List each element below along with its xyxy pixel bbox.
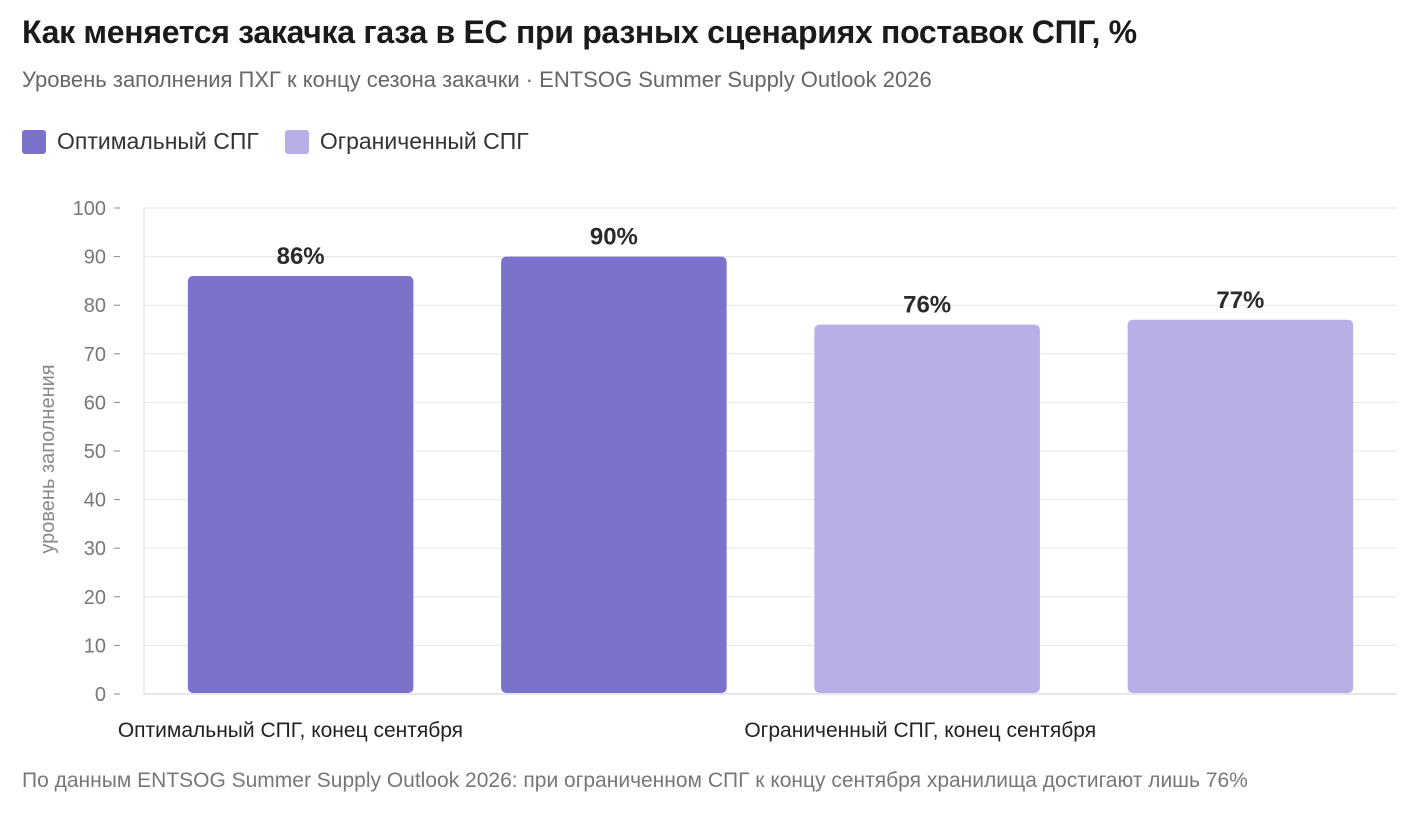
- y-axis-title: уровень заполнения: [37, 364, 59, 553]
- y-tick-label: 60: [84, 392, 106, 414]
- bar-data-label: 76%: [903, 292, 951, 319]
- chart-title: Как меняется закачка газа в ЕС при разны…: [22, 14, 1137, 50]
- y-tick-label: 10: [84, 635, 106, 657]
- bar: [1127, 319, 1354, 693]
- bar-data-label: 90%: [590, 224, 638, 251]
- y-tick-label: 40: [84, 490, 106, 512]
- source-note: По данным ENTSOG Summer Supply Outlook 2…: [22, 769, 1248, 792]
- legend-label-optimal: Оптимальный СПГ: [57, 128, 259, 154]
- legend-swatch-optimal: [22, 129, 46, 154]
- bar-data-label: 86%: [277, 243, 325, 270]
- bar-data-label: 77%: [1216, 287, 1264, 314]
- legend-item-limited: Ограниченный СПГ: [284, 128, 529, 155]
- y-tick-label: 30: [84, 538, 106, 560]
- y-tick-label: 100: [73, 198, 106, 220]
- bar: [501, 256, 727, 693]
- x-category-label: Ограниченный СПГ, конец сентября: [744, 719, 1096, 742]
- bar: [814, 324, 1040, 693]
- legend-swatch-limited: [284, 129, 309, 154]
- legend: Оптимальный СПГ Ограниченный СПГ: [22, 128, 529, 155]
- y-tick-label: 90: [84, 247, 106, 269]
- x-category-label: Оптимальный СПГ, конец сентября: [118, 719, 463, 742]
- legend-item-optimal: Оптимальный СПГ: [22, 128, 259, 155]
- y-tick-label: 70: [84, 344, 106, 366]
- legend-label-limited: Ограниченный СПГ: [319, 128, 529, 154]
- chart-subtitle: Уровень заполнения ПХГ к концу сезона за…: [22, 67, 932, 92]
- y-tick-label: 50: [84, 441, 106, 463]
- y-tick-label: 80: [84, 295, 106, 317]
- y-tick-label: 0: [95, 684, 106, 706]
- bar: [187, 276, 414, 693]
- y-tick-label: 20: [84, 587, 106, 609]
